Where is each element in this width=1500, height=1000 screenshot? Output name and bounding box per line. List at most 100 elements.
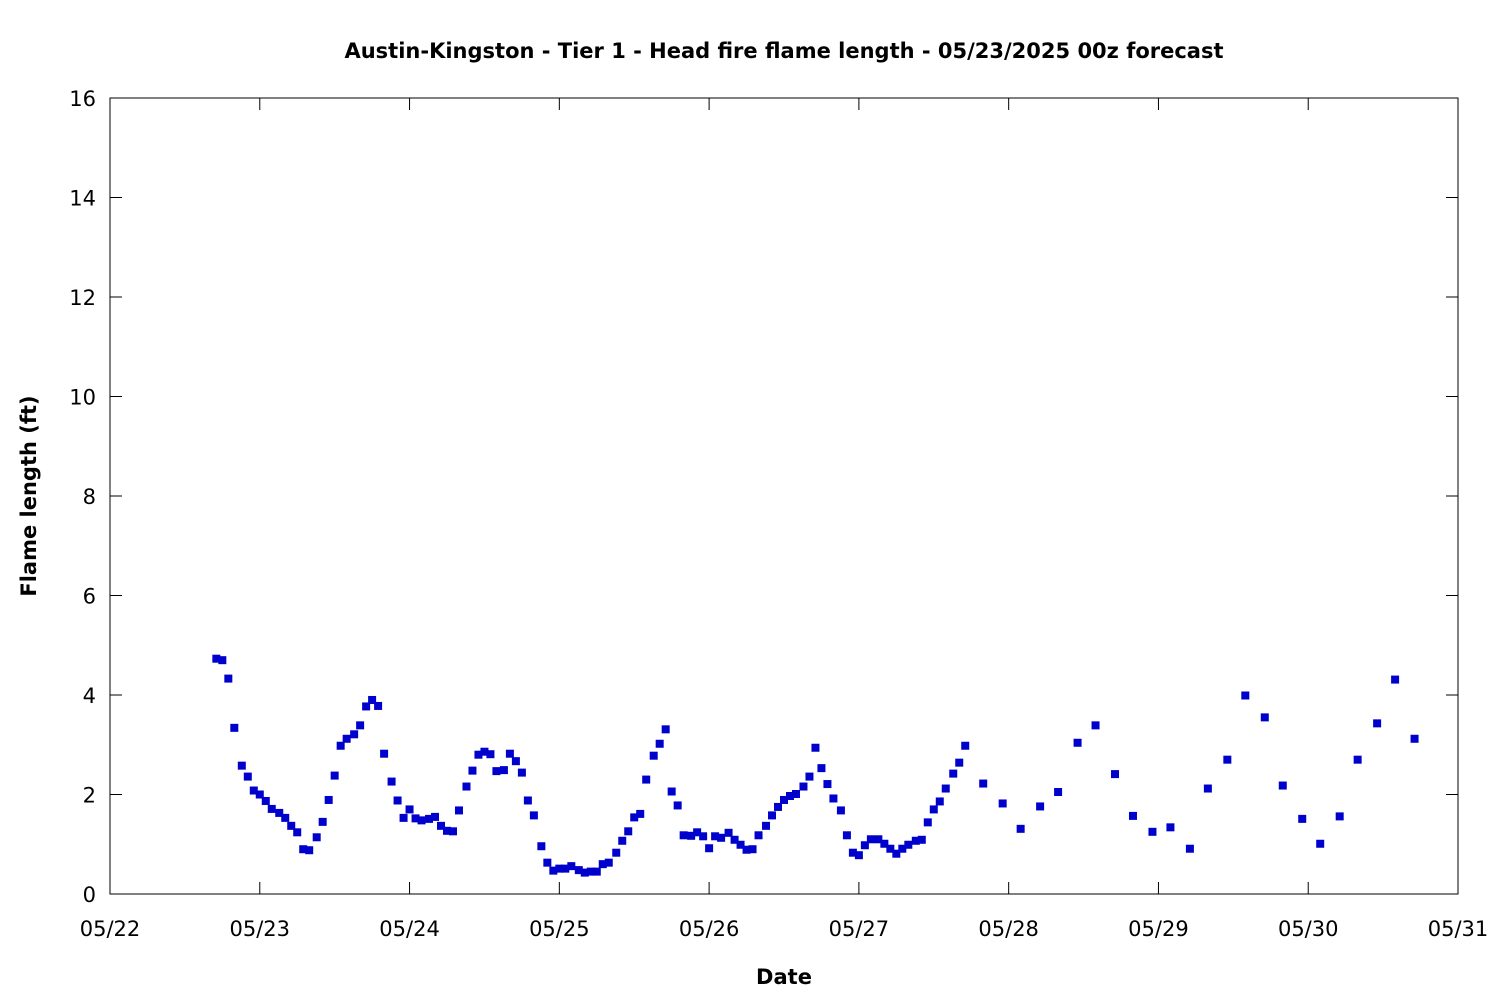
data-point bbox=[492, 767, 501, 776]
data-point bbox=[754, 831, 763, 840]
data-point bbox=[630, 813, 639, 822]
data-point bbox=[636, 809, 645, 818]
data-point bbox=[911, 836, 920, 845]
data-point bbox=[474, 750, 483, 759]
data-point bbox=[1036, 802, 1045, 811]
data-point bbox=[324, 795, 333, 804]
data-point bbox=[1353, 755, 1362, 764]
data-point bbox=[836, 806, 845, 815]
data-point bbox=[448, 827, 457, 836]
data-point bbox=[705, 844, 714, 853]
y-tick-label: 14 bbox=[69, 187, 96, 211]
y-tick-label: 10 bbox=[69, 386, 96, 410]
data-point bbox=[1391, 675, 1400, 684]
y-tick-label: 6 bbox=[83, 585, 96, 609]
data-point bbox=[237, 761, 246, 770]
data-point bbox=[799, 782, 808, 791]
data-point bbox=[1373, 719, 1382, 728]
data-point bbox=[748, 845, 757, 854]
data-point bbox=[356, 721, 365, 730]
data-point bbox=[791, 790, 800, 799]
data-point bbox=[529, 811, 538, 820]
y-tick-label: 12 bbox=[69, 286, 96, 310]
data-point bbox=[693, 828, 702, 837]
data-point bbox=[880, 839, 889, 848]
x-tick-label: 05/30 bbox=[1278, 917, 1339, 941]
data-point bbox=[811, 743, 820, 752]
data-point bbox=[955, 758, 964, 767]
data-point bbox=[318, 817, 327, 826]
data-point bbox=[998, 799, 1007, 808]
data-point bbox=[1223, 755, 1232, 764]
data-point bbox=[854, 851, 863, 860]
data-point bbox=[517, 768, 526, 777]
data-point bbox=[624, 827, 633, 836]
y-tick-label: 16 bbox=[69, 87, 96, 111]
data-point bbox=[230, 723, 239, 732]
data-point bbox=[866, 835, 875, 844]
data-point bbox=[561, 864, 570, 873]
data-point bbox=[218, 656, 227, 665]
data-point bbox=[711, 832, 720, 841]
x-tick-label: 05/31 bbox=[1428, 917, 1489, 941]
data-point bbox=[411, 814, 420, 823]
chart-title: Austin-Kingston - Tier 1 - Head fire fla… bbox=[344, 39, 1223, 63]
data-point bbox=[350, 730, 359, 739]
data-point bbox=[860, 841, 869, 850]
data-point bbox=[917, 835, 926, 844]
x-axis-label: Date bbox=[756, 965, 812, 989]
data-point bbox=[299, 845, 308, 854]
data-point bbox=[281, 813, 290, 822]
data-point bbox=[687, 831, 696, 840]
y-axis-label: Flame length (ft) bbox=[17, 395, 41, 596]
data-point bbox=[649, 751, 658, 760]
data-point bbox=[368, 695, 377, 704]
data-point bbox=[462, 782, 471, 791]
data-point bbox=[598, 860, 607, 869]
x-tick-label: 05/23 bbox=[230, 917, 291, 941]
data-point bbox=[261, 796, 270, 805]
data-point bbox=[574, 866, 583, 875]
data-point bbox=[1203, 784, 1212, 793]
data-point bbox=[243, 772, 252, 781]
data-point bbox=[935, 797, 944, 806]
data-point bbox=[505, 749, 514, 758]
data-point bbox=[1166, 823, 1175, 832]
data-point bbox=[480, 747, 489, 756]
data-point bbox=[255, 790, 264, 799]
data-point bbox=[387, 777, 396, 786]
y-tick-label: 4 bbox=[83, 684, 96, 708]
y-tick-label: 8 bbox=[83, 485, 96, 509]
data-point bbox=[275, 808, 284, 817]
data-point bbox=[724, 828, 733, 837]
data-point bbox=[293, 828, 302, 837]
data-point bbox=[774, 802, 783, 811]
data-point bbox=[342, 734, 351, 743]
data-point bbox=[468, 766, 477, 775]
data-point bbox=[949, 769, 958, 778]
x-tick-label: 05/26 bbox=[679, 917, 740, 941]
data-point bbox=[780, 795, 788, 804]
data-point bbox=[612, 848, 621, 857]
data-point bbox=[1410, 734, 1419, 743]
data-point bbox=[549, 866, 558, 875]
y-axis: 0 2 4 6 8 10 12 14 16 bbox=[69, 87, 1458, 907]
data-point bbox=[736, 840, 745, 849]
data-point bbox=[305, 846, 314, 855]
data-point bbox=[941, 784, 950, 793]
data-point bbox=[904, 840, 913, 849]
y-tick-label: 2 bbox=[83, 784, 96, 808]
data-point bbox=[762, 821, 771, 830]
data-point bbox=[1054, 788, 1063, 797]
x-tick-label: 05/22 bbox=[80, 917, 141, 941]
data-point bbox=[267, 804, 276, 813]
data-point bbox=[523, 796, 532, 805]
data-point bbox=[1073, 738, 1082, 747]
data-point bbox=[454, 806, 463, 815]
data-point bbox=[1241, 691, 1250, 700]
data-point bbox=[848, 848, 857, 857]
plot-frame bbox=[109, 97, 1459, 895]
y-tick-label: 0 bbox=[83, 883, 96, 907]
data-point bbox=[979, 779, 988, 788]
